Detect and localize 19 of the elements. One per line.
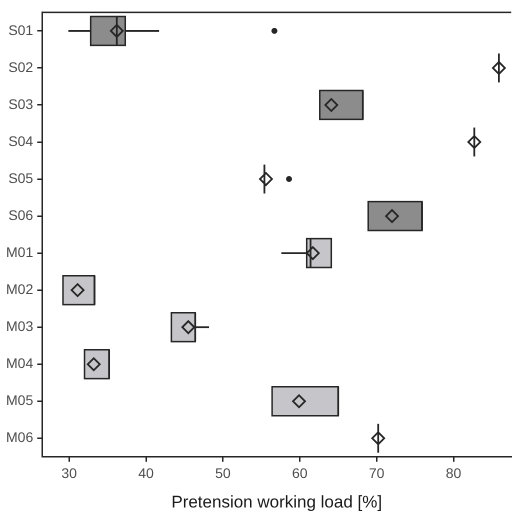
x-tick-label: 70 [368,465,385,482]
y-tick-label: M06 [6,429,34,446]
y-tick-label: S03 [8,96,34,112]
x-axis-title: Pretension working load [%] [171,492,382,512]
y-tick-label: S01 [8,22,34,38]
x-tick-label: 40 [138,465,154,482]
x-tick-label: 50 [215,465,231,482]
x-tick-label: 30 [61,465,78,482]
y-tick-label: M03 [6,318,34,334]
y-tick-label: S04 [8,132,34,149]
y-tick-label: M02 [6,281,34,298]
y-tick-label: S02 [8,58,34,75]
y-tick-label: S06 [8,206,34,223]
y-tick-label: M04 [6,355,34,372]
y-tick-label: M05 [6,392,34,408]
y-tick-label: S05 [8,170,34,186]
x-tick-label: 80 [446,465,462,482]
x-tick-label: 60 [292,465,308,482]
y-tick-label: M01 [6,244,34,260]
